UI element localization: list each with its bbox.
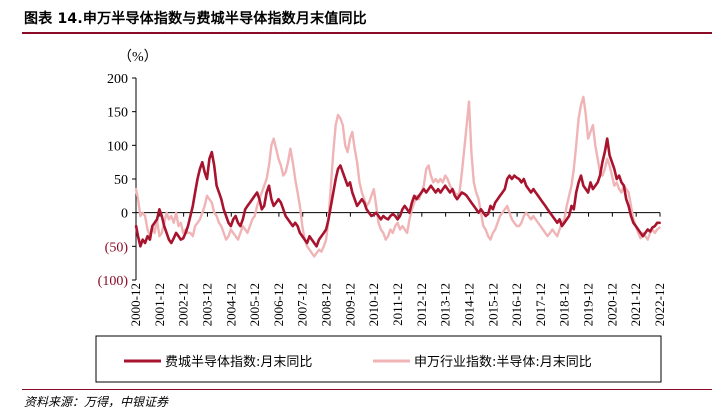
x-tick-label: 2019-12 <box>581 283 596 326</box>
x-axis: 2000-12 2001-12 2002-12 2003-12 2004-12 2005-… <box>128 212 667 326</box>
legend: 费城半导体指数:月末同比 申万行业指数:半导体:月末同比 <box>95 335 662 383</box>
y-unit-label: （%） <box>118 49 158 65</box>
x-tick-label: 2007-12 <box>295 283 310 326</box>
series-line-sw <box>134 95 661 258</box>
legend-frame <box>95 335 662 383</box>
x-tick-label: 2020-12 <box>604 283 619 326</box>
y-tick-label: 200 <box>107 72 128 87</box>
x-tick-label: 2017-12 <box>533 283 548 326</box>
x-tick-label: 2006-12 <box>271 283 286 326</box>
x-tick-label: 2012-12 <box>414 283 429 326</box>
x-tick-label: 2002-12 <box>176 283 191 326</box>
x-tick-label: 2008-12 <box>319 283 334 326</box>
x-tick-label: 2016-12 <box>509 283 524 326</box>
y-tick-label: 0 <box>121 207 128 222</box>
y-tick-label: (100) <box>98 274 129 289</box>
x-tick-label: 2004-12 <box>223 283 238 326</box>
y-tick-label: 50 <box>114 173 128 188</box>
x-tick-label: 2014-12 <box>461 283 476 326</box>
legend-label-sox: 费城半导体指数:月末同比 <box>165 355 312 370</box>
x-tick-label: 2013-12 <box>438 283 453 326</box>
series-line-sox <box>134 137 661 248</box>
y-tick-label: 150 <box>107 106 128 121</box>
x-tick-label: 2009-12 <box>342 283 357 326</box>
x-tick-label: 2005-12 <box>247 283 262 326</box>
title-divider <box>22 32 712 34</box>
y-tick-label: 100 <box>107 139 128 154</box>
x-tick-label: 2001-12 <box>152 283 167 326</box>
source-note: 资料来源：万得，中银证券 <box>24 395 169 409</box>
x-tick-label: 2021-12 <box>628 283 643 326</box>
x-tick-label: 2022-12 <box>652 283 667 326</box>
y-tick-label: (50) <box>105 240 129 255</box>
y-axis: 200 150 100 50 0 (50) (100) <box>98 72 137 289</box>
chart-title: 图表 14.申万半导体指数与费城半导体指数月末值同比 <box>24 11 367 27</box>
x-tick-label: 2003-12 <box>199 283 214 326</box>
x-tick-label: 2000-12 <box>128 283 143 326</box>
legend-label-sw: 申万行业指数:半导体:月末同比 <box>414 355 592 370</box>
x-tick-label: 2015-12 <box>485 283 500 326</box>
x-tick-label: 2010-12 <box>366 283 381 326</box>
x-tick-label: 2018-12 <box>557 283 572 326</box>
plot-area <box>134 95 661 258</box>
x-tick-label: 2011-12 <box>390 283 405 326</box>
footer-divider <box>22 389 712 390</box>
